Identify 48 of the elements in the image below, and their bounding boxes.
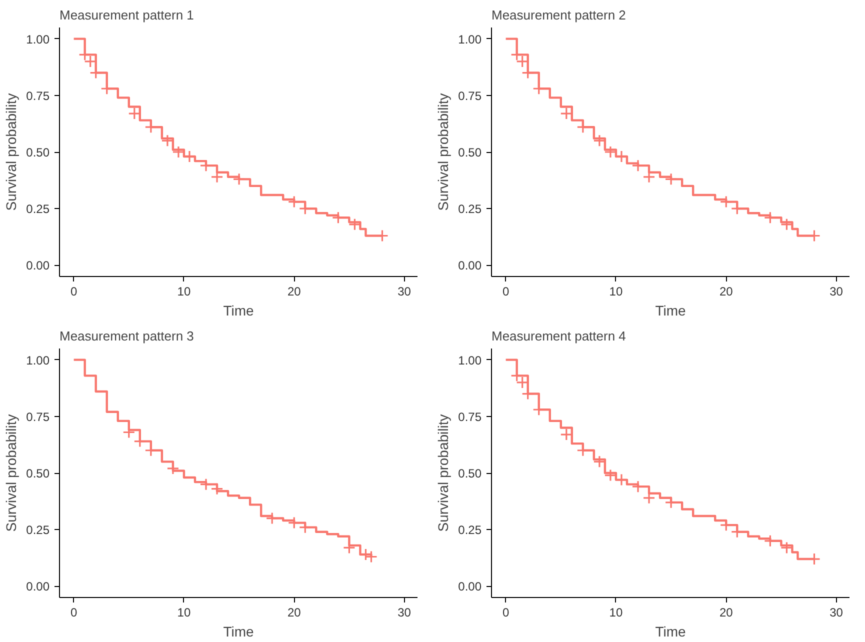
y-tick-label: 1.00 [26, 32, 50, 46]
y-tick-label: 0.75 [26, 410, 50, 424]
x-tick-label: 0 [502, 284, 510, 298]
y-axis-title: Survival probability [3, 414, 20, 532]
y-tick-label: 0.75 [458, 88, 482, 103]
x-tick-label: 30 [398, 606, 412, 620]
chart-title: Measurement pattern 1 [60, 8, 194, 22]
x-tick-label: 0 [70, 284, 78, 298]
y-axis-title: Survival probability [435, 93, 452, 211]
y-tick-label: 1.00 [26, 353, 50, 368]
x-tick-label: 20 [287, 606, 302, 620]
chart-title: Measurement pattern 3 [60, 328, 194, 344]
x-tick-label: 30 [830, 284, 844, 298]
y-tick-label: 0.75 [458, 410, 482, 424]
y-tick-label: 0.50 [26, 146, 50, 160]
y-axis-title: Survival probability [435, 414, 452, 532]
chart-title: Measurement pattern 2 [492, 8, 626, 22]
x-tick-label: 10 [609, 284, 623, 298]
y-tick-label: 0.00 [458, 580, 482, 594]
y-tick-label: 0.25 [26, 523, 50, 538]
x-tick-label: 30 [830, 606, 844, 620]
x-axis-title: Time [655, 302, 686, 318]
chart-title: Measurement pattern 4 [492, 328, 626, 344]
x-axis-title: Time [655, 624, 686, 640]
x-tick-label: 30 [398, 284, 412, 298]
x-tick-label: 10 [609, 606, 623, 620]
x-tick-label: 0 [502, 606, 510, 620]
y-tick-label: 0.00 [26, 580, 50, 594]
y-tick-label: 0.25 [458, 202, 482, 216]
x-tick-label: 0 [70, 606, 78, 620]
x-tick-label: 20 [719, 284, 734, 298]
y-tick-label: 1.00 [458, 32, 482, 46]
y-tick-label: 1.00 [458, 353, 482, 368]
y-axis-title: Survival probability [3, 93, 20, 211]
y-tick-label: 0.50 [26, 466, 50, 480]
x-tick-label: 20 [287, 284, 302, 298]
y-tick-label: 0.75 [26, 88, 50, 103]
y-tick-label: 0.25 [26, 202, 50, 216]
x-tick-label: 10 [177, 284, 191, 298]
y-tick-label: 0.25 [458, 523, 482, 538]
x-tick-label: 10 [177, 606, 191, 620]
y-tick-label: 0.50 [458, 146, 482, 160]
y-tick-label: 0.50 [458, 466, 482, 480]
y-tick-label: 0.00 [26, 258, 50, 273]
x-tick-label: 20 [719, 606, 734, 620]
x-axis-title: Time [223, 624, 254, 640]
x-axis-title: Time [223, 302, 254, 318]
y-tick-label: 0.00 [458, 258, 482, 273]
